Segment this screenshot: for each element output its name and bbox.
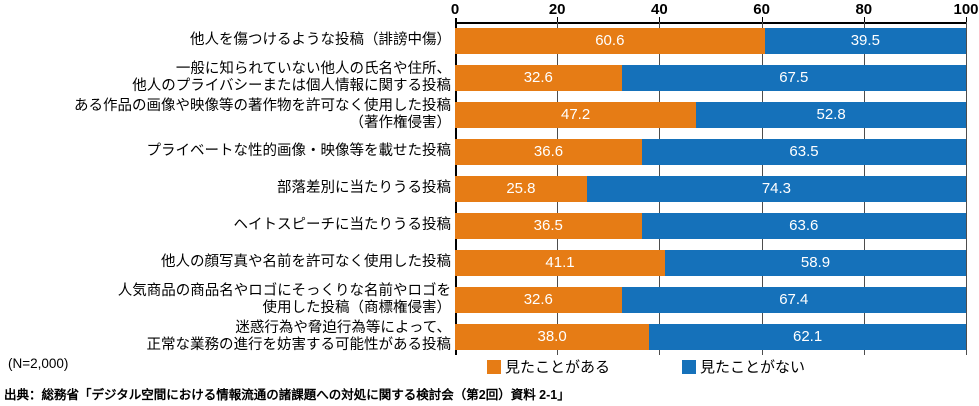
- x-tick-label: 0: [450, 1, 460, 18]
- bar-segment-not-seen: 63.5: [642, 138, 966, 165]
- bar-segment-seen: 36.6: [455, 138, 643, 165]
- chart-row: ある作品の画像や映像等の著作物を許可なく使用した投稿 （著作権侵害） 47.2 52.…: [0, 96, 966, 133]
- legend-item-seen: 見たことがある: [487, 356, 610, 377]
- bar-track: 41.1 58.9: [455, 249, 966, 276]
- chart-row: プライベートな性的画像・映像等を載せた投稿 36.6 63.5: [0, 133, 966, 170]
- value-label: 63.5: [789, 143, 819, 160]
- chart-row: ヘイトスピーチに当たりうる投稿 36.5 63.6: [0, 207, 966, 244]
- bar-segment-not-seen: 74.3: [586, 175, 966, 202]
- chart-row: 他人の顔写真や名前を許可なく使用した投稿 41.1 58.9: [0, 244, 966, 281]
- category-label: ある作品の画像や映像等の著作物を許可なく使用した投稿 （著作権侵害）: [74, 97, 451, 131]
- value-label: 41.1: [545, 254, 575, 271]
- value-label: 60.6: [595, 32, 625, 49]
- chart-row: 迷惑行為や脅迫行為等によって、 正常な業務の進行を妨害する可能性がある投稿 38.0…: [0, 318, 966, 355]
- legend-item-not-seen: 見たことがない: [682, 356, 805, 377]
- tick-mark: [761, 17, 763, 22]
- tick-mark: [966, 17, 967, 22]
- bar-segment-seen: 25.8: [455, 175, 587, 202]
- bar-segment-not-seen: 52.8: [696, 101, 966, 128]
- sample-size-note: (N=2,000): [8, 356, 69, 371]
- legend-label-seen: 見たことがある: [505, 359, 611, 376]
- bar-segment-not-seen: 67.5: [621, 64, 966, 91]
- value-label: 58.9: [800, 254, 831, 271]
- value-label: 62.1: [792, 328, 823, 345]
- category-label: 部落差別に当たりうる投稿: [277, 180, 451, 196]
- value-label: 63.6: [789, 217, 819, 234]
- category-label: プライベートな性的画像・映像等を載せた投稿: [146, 143, 452, 159]
- bar-track: 32.6 67.5: [455, 64, 966, 91]
- category-label: 他人を傷つけるような投稿（誹謗中傷）: [190, 32, 451, 48]
- legend-swatch-seen: [487, 359, 501, 374]
- legend-label-not-seen: 見たことがない: [700, 359, 806, 376]
- value-label: 36.5: [533, 217, 563, 234]
- chart-row: 部落差別に当たりうる投稿 25.8 74.3: [0, 170, 966, 207]
- tick-mark: [557, 17, 559, 22]
- chart-row: 人気商品の商品名やロゴにそっくりな名前やロゴを 使用した投稿（商標権侵害） 32.6…: [0, 281, 966, 318]
- x-tick-label: 80: [855, 1, 873, 18]
- tick-mark: [863, 17, 865, 22]
- category-label: 迷惑行為や脅迫行為等によって、 正常な業務の進行を妨害する可能性がある投稿: [146, 319, 452, 353]
- gridline: [966, 22, 967, 355]
- value-label: 67.5: [779, 69, 809, 86]
- bar-segment-seen: 36.5: [455, 212, 642, 239]
- value-label: 36.6: [533, 143, 564, 160]
- x-tick-label: 20: [548, 1, 566, 18]
- bar-segment-seen: 47.2: [455, 101, 697, 128]
- chart-row: 一般に知られていない他人の氏名や住所、 他人のプライバシーまたは個人情報に関する投…: [0, 59, 966, 96]
- x-tick-label: 100: [953, 1, 979, 18]
- tick-mark: [659, 17, 661, 22]
- bar-segment-seen: 32.6: [455, 64, 622, 91]
- category-label: 人気商品の商品名やロゴにそっくりな名前やロゴを 使用した投稿（商標権侵害）: [117, 282, 451, 316]
- bar-track: 25.8 74.3: [455, 175, 966, 202]
- value-label: 39.5: [850, 32, 880, 49]
- value-label: 38.0: [537, 328, 567, 345]
- x-tick-label: 40: [651, 1, 668, 18]
- bar-track: 38.0 62.1: [455, 323, 966, 350]
- bar-track: 36.5 63.6: [455, 212, 966, 239]
- bar-segment-not-seen: 58.9: [665, 249, 966, 276]
- value-label: 74.3: [761, 180, 792, 197]
- legend-swatch-not-seen: [682, 359, 697, 374]
- value-label: 47.2: [560, 106, 591, 123]
- bar-track: 36.6 63.5: [455, 138, 966, 165]
- bar-track: 47.2 52.8: [455, 101, 966, 128]
- bar-segment-seen: 41.1: [455, 249, 666, 276]
- bar-segment-seen: 32.6: [455, 286, 622, 313]
- value-label: 67.4: [779, 291, 809, 308]
- bar-rows: 他人を傷つけるような投稿（誹謗中傷） 60.6 39.5 一般に知られていない他人の氏…: [0, 22, 966, 355]
- source-note: 出典：総務省「デジタル空間における情報流通の諸課題への対処に関する検討会（第2回…: [4, 388, 570, 402]
- value-label: 32.6: [523, 69, 553, 86]
- bar-segment-not-seen: 62.1: [649, 323, 966, 350]
- legend: 見たことがある 見たことがない: [455, 356, 979, 377]
- x-axis-line: [455, 22, 966, 24]
- value-label: 32.6: [523, 291, 553, 308]
- category-label: 一般に知られていない他人の氏名や住所、 他人のプライバシーまたは個人情報に関する投…: [132, 60, 451, 94]
- bar-track: 60.6 39.5: [455, 27, 966, 54]
- x-tick-label: 60: [753, 1, 770, 18]
- bar-segment-not-seen: 63.6: [641, 212, 966, 239]
- bar-segment-not-seen: 39.5: [764, 27, 966, 54]
- category-label: ヘイトスピーチに当たりうる投稿: [233, 217, 452, 233]
- bar-segment-seen: 60.6: [455, 27, 765, 54]
- bar-segment-seen: 38.0: [455, 323, 650, 350]
- bar-segment-not-seen: 67.4: [621, 286, 966, 313]
- value-label: 52.8: [816, 106, 846, 123]
- value-label: 25.8: [506, 180, 536, 197]
- chart-row: 他人を傷つけるような投稿（誹謗中傷） 60.6 39.5: [0, 22, 966, 59]
- category-label: 他人の顔写真や名前を許可なく使用した投稿: [161, 254, 451, 270]
- bar-track: 32.6 67.4: [455, 286, 966, 313]
